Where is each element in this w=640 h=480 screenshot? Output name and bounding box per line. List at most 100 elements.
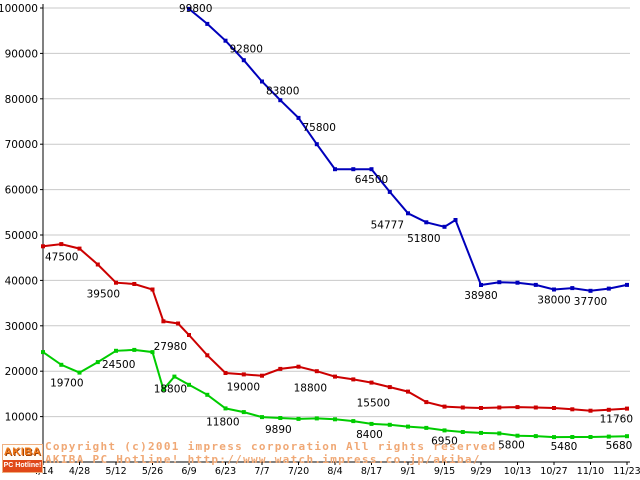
green-point-marker bbox=[41, 350, 45, 355]
red-point-marker bbox=[241, 372, 246, 377]
blue-data-label: 37700 bbox=[574, 296, 607, 308]
green-point-marker bbox=[351, 419, 356, 424]
green-point-marker bbox=[570, 435, 575, 439]
red-point-marker bbox=[41, 244, 45, 249]
green-point-marker bbox=[205, 392, 210, 397]
y-tick-label: 50000 bbox=[5, 230, 38, 242]
green-point-marker bbox=[625, 434, 629, 439]
red-data-label: 39500 bbox=[87, 289, 120, 301]
green-data-label: 6950 bbox=[431, 435, 458, 447]
y-tick-label: 10000 bbox=[5, 412, 38, 424]
green-point-marker bbox=[606, 434, 611, 439]
blue-point-marker bbox=[369, 167, 374, 172]
x-tick-label: 11/10 bbox=[577, 466, 604, 477]
green-point-marker bbox=[95, 360, 100, 365]
blue-data-label: 99800 bbox=[179, 3, 212, 15]
green-point-marker bbox=[515, 433, 520, 438]
y-tick-label: 90000 bbox=[5, 48, 38, 60]
y-tick-label: 40000 bbox=[5, 275, 38, 287]
blue-price-series bbox=[187, 6, 629, 293]
x-tick-label: 5/12 bbox=[105, 466, 126, 477]
red-point-marker bbox=[132, 282, 137, 286]
blue-point-marker bbox=[278, 98, 283, 103]
red-data-label: 18800 bbox=[294, 383, 327, 395]
red-point-marker bbox=[351, 377, 356, 382]
red-point-marker bbox=[570, 407, 575, 412]
green-point-marker bbox=[369, 421, 374, 426]
y-tick-label: 30000 bbox=[5, 321, 38, 333]
green-point-marker bbox=[552, 435, 556, 440]
y-tick-label: 20000 bbox=[5, 366, 38, 378]
blue-point-marker bbox=[552, 287, 556, 292]
blue-point-marker bbox=[205, 21, 210, 26]
green-point-marker bbox=[533, 434, 538, 439]
y-tick-label: 70000 bbox=[5, 139, 38, 151]
blue-data-label: 54777 bbox=[371, 219, 404, 231]
x-tick-label: 9/15 bbox=[434, 466, 455, 477]
green-data-label: 18800 bbox=[154, 384, 187, 396]
red-point-marker bbox=[497, 405, 502, 410]
green-point-marker bbox=[406, 424, 410, 429]
green-point-marker bbox=[114, 348, 118, 353]
green-point-marker bbox=[333, 417, 337, 422]
blue-data-label: 38000 bbox=[537, 295, 570, 307]
green-point-marker bbox=[387, 422, 392, 427]
green-point-marker bbox=[479, 430, 483, 435]
green-point-marker bbox=[223, 406, 228, 411]
x-tick-label: 10/13 bbox=[504, 466, 531, 477]
red-point-marker bbox=[369, 380, 374, 385]
red-data-label: 15500 bbox=[357, 398, 390, 410]
red-point-marker bbox=[533, 405, 538, 410]
red-point-marker bbox=[442, 404, 447, 409]
red-price-series bbox=[41, 242, 629, 413]
red-point-marker bbox=[479, 406, 483, 410]
red-point-marker bbox=[588, 408, 593, 413]
red-point-marker bbox=[95, 262, 100, 267]
y-tick-label: 100000 bbox=[0, 3, 38, 15]
green-point-marker bbox=[497, 431, 502, 436]
red-point-marker bbox=[296, 364, 301, 369]
green-point-marker bbox=[172, 374, 177, 379]
x-tick-label: 4/28 bbox=[69, 466, 90, 477]
x-tick-label: 9/29 bbox=[470, 466, 491, 477]
blue-data-label: 38980 bbox=[464, 290, 497, 302]
green-point-marker bbox=[150, 350, 155, 355]
green-data-label: 19700 bbox=[50, 378, 83, 390]
red-point-marker bbox=[460, 405, 465, 410]
red-point-marker bbox=[77, 246, 82, 251]
y-tick-label: 80000 bbox=[5, 94, 38, 106]
blue-point-marker bbox=[497, 280, 502, 285]
green-point-marker bbox=[314, 416, 319, 421]
red-point-marker bbox=[278, 366, 283, 371]
green-point-marker bbox=[296, 416, 301, 421]
red-point-marker bbox=[552, 406, 556, 410]
green-point-marker bbox=[260, 415, 264, 420]
x-tick-label: 7/20 bbox=[288, 466, 309, 477]
red-point-marker bbox=[515, 405, 520, 410]
green-data-label: 5800 bbox=[498, 440, 525, 452]
red-point-marker bbox=[625, 406, 629, 411]
red-point-marker bbox=[223, 371, 228, 375]
blue-point-marker bbox=[187, 6, 191, 11]
blue-point-marker bbox=[260, 79, 264, 84]
blue-point-marker bbox=[515, 280, 520, 285]
green-point-marker bbox=[132, 347, 137, 352]
red-point-marker bbox=[260, 373, 264, 378]
blue-point-marker bbox=[570, 286, 575, 291]
blue-point-marker bbox=[424, 220, 429, 225]
green-point-marker bbox=[241, 410, 246, 415]
blue-point-marker bbox=[533, 282, 538, 287]
blue-point-marker bbox=[351, 167, 356, 172]
blue-point-marker bbox=[453, 218, 458, 222]
red-point-marker bbox=[187, 333, 191, 337]
green-point-marker bbox=[588, 435, 593, 439]
x-tick-label: 11/23 bbox=[613, 466, 640, 477]
green-data-label: 5480 bbox=[551, 441, 578, 453]
y-tick-label: 60000 bbox=[5, 185, 38, 197]
blue-data-label: 75800 bbox=[303, 122, 336, 134]
red-point-marker bbox=[333, 374, 337, 379]
red-point-marker bbox=[424, 400, 429, 405]
green-data-label: 8400 bbox=[356, 429, 383, 441]
